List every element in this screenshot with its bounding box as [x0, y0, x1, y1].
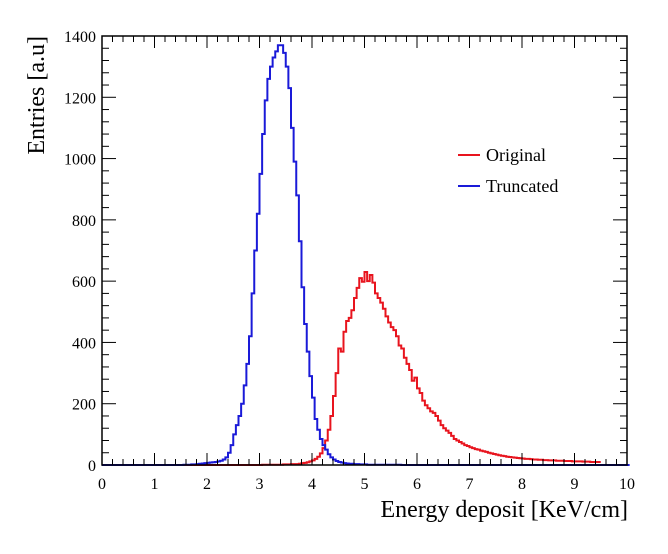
x-tick-label: 6	[413, 476, 421, 493]
x-tick-label: 0	[98, 476, 106, 493]
y-tick-label: 800	[72, 213, 96, 230]
y-tick-label: 1000	[64, 152, 96, 169]
series-layer	[102, 44, 630, 466]
x-tick-label: 7	[466, 476, 474, 493]
x-tick-label: 10	[619, 476, 635, 493]
y-tick-label: 600	[72, 274, 96, 291]
x-tick-label: 9	[571, 476, 579, 493]
y-tick-label: 0	[88, 458, 96, 475]
x-tick-label: 4	[308, 476, 316, 493]
x-tick-label: 8	[518, 476, 526, 493]
y-axis-title: Entries [a.u]	[24, 36, 50, 155]
series-line-original	[102, 270, 601, 466]
x-tick-label: 5	[361, 476, 369, 493]
y-tick-label: 400	[72, 335, 96, 352]
legend-label-truncated: Truncated	[486, 176, 558, 196]
y-tick-label: 200	[72, 397, 96, 414]
axes-layer: 0 1 2 3 4 5 6 7 8 9 10 0 200 400 600 800 1000 1200 1400	[64, 29, 635, 493]
series-line-truncated	[102, 44, 630, 466]
plot-frame	[101, 35, 628, 466]
legend-label-original: Original	[486, 145, 546, 165]
x-tick-label: 3	[256, 476, 264, 493]
x-axis-title: Energy deposit [KeV/cm]	[381, 497, 629, 523]
y-tick-label: 1400	[64, 29, 96, 46]
x-tick-label: 1	[151, 476, 159, 493]
legend: Original Truncated	[458, 145, 558, 196]
x-tick-label: 2	[203, 476, 211, 493]
y-tick-label: 1200	[64, 90, 96, 107]
